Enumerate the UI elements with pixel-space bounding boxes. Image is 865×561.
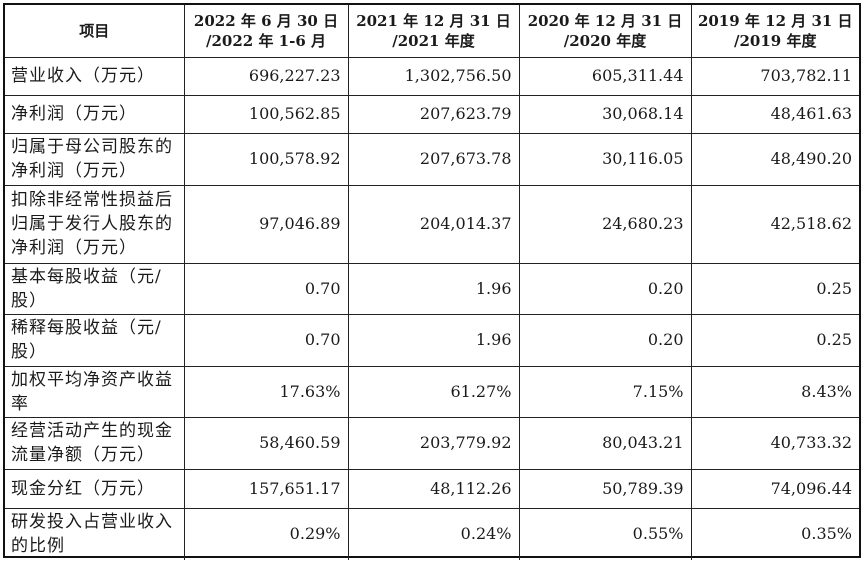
header-2020: 2020 年 12 月 31 日 /2020 年度 — [518, 5, 692, 58]
header-period: /2022 年 1-6 月 — [206, 31, 326, 50]
financial-summary-table: 项目 2022 年 6 月 30 日 /2022 年 1-6 月 2021 年 … — [5, 5, 859, 560]
row-label: 营业收入（万元） — [5, 56, 185, 96]
table-row-net-profit-excl-nonrecurring: 扣除非经常性损益后归属于发行人股东的净利润（万元） 97,046.89 204,… — [5, 184, 859, 264]
header-period: /2020 年度 — [563, 31, 647, 50]
row-label: 稀释每股收益（元/股） — [5, 313, 185, 367]
row-label: 归属于母公司股东的净利润（万元） — [5, 132, 185, 186]
header-item-label: 项目 — [79, 21, 110, 40]
financial-summary-table-container: 项目 2022 年 6 月 30 日 /2022 年 1-6 月 2021 年 … — [3, 3, 861, 560]
table-row-net-profit-parent: 归属于母公司股东的净利润（万元） 100,578.92 207,673.78 3… — [5, 132, 859, 186]
cell-2019: 42,518.62 — [690, 184, 859, 264]
cell-2019: 8.43% — [690, 365, 859, 418]
header-date: 2019 年 12 月 31 日 — [697, 11, 853, 30]
cell-2021: 61.27% — [347, 365, 520, 418]
cell-2021: 48,112.26 — [347, 468, 520, 509]
cell-2022-h1: 58,460.59 — [183, 416, 349, 470]
table-row-weighted-roe: 加权平均净资产收益率 17.63% 61.27% 7.15% 8.43% — [5, 365, 859, 418]
cell-2021: 207,623.79 — [347, 94, 520, 134]
header-date: 2022 年 6 月 30 日 — [193, 11, 339, 30]
cell-2022-h1: 17.63% — [183, 365, 349, 418]
cell-2022-h1: 97,046.89 — [183, 184, 349, 264]
cell-2020: 80,043.21 — [518, 416, 692, 470]
table-row-net-profit: 净利润（万元） 100,562.85 207,623.79 30,068.14 … — [5, 94, 859, 134]
cell-2020: 50,789.39 — [518, 468, 692, 509]
header-row: 项目 2022 年 6 月 30 日 /2022 年 1-6 月 2021 年 … — [5, 5, 859, 58]
cell-2021: 1,302,756.50 — [347, 56, 520, 96]
cell-2020: 24,680.23 — [518, 184, 692, 264]
cell-2020: 7.15% — [518, 365, 692, 418]
table-row-operating-cash-flow: 经营活动产生的现金流量净额（万元） 58,460.59 203,779.92 8… — [5, 416, 859, 470]
row-label: 基本每股收益（元/股） — [5, 262, 185, 315]
cell-2021: 207,673.78 — [347, 132, 520, 186]
row-label: 净利润（万元） — [5, 94, 185, 134]
cell-2019: 0.35% — [690, 507, 859, 560]
cell-2019: 703,782.11 — [690, 56, 859, 96]
header-date: 2020 年 12 月 31 日 — [527, 11, 683, 30]
cell-2022-h1: 0.70 — [183, 313, 349, 367]
table-row-diluted-eps: 稀释每股收益（元/股） 0.70 1.96 0.20 0.25 — [5, 313, 859, 367]
header-2022-h1: 2022 年 6 月 30 日 /2022 年 1-6 月 — [183, 5, 349, 58]
header-2021: 2021 年 12 月 31 日 /2021 年度 — [347, 5, 520, 58]
cell-2019: 48,461.63 — [690, 94, 859, 134]
cell-2020: 30,068.14 — [518, 94, 692, 134]
cell-2022-h1: 100,578.92 — [183, 132, 349, 186]
cell-2020: 0.20 — [518, 262, 692, 315]
header-period: /2019 年度 — [734, 31, 817, 50]
cell-2019: 48,490.20 — [690, 132, 859, 186]
table-row-basic-eps: 基本每股收益（元/股） 0.70 1.96 0.20 0.25 — [5, 262, 859, 315]
cell-2022-h1: 696,227.23 — [183, 56, 349, 96]
table-row-rd-ratio: 研发投入占营业收入的比例 0.29% 0.24% 0.55% 0.35% — [5, 507, 859, 560]
cell-2020: 30,116.05 — [518, 132, 692, 186]
cell-2022-h1: 100,562.85 — [183, 94, 349, 134]
cell-2022-h1: 0.70 — [183, 262, 349, 315]
row-label: 加权平均净资产收益率 — [5, 365, 185, 418]
cell-2019: 74,096.44 — [690, 468, 859, 509]
table-row-revenue: 营业收入（万元） 696,227.23 1,302,756.50 605,311… — [5, 56, 859, 96]
row-label: 扣除非经常性损益后归属于发行人股东的净利润（万元） — [5, 184, 185, 264]
cell-2022-h1: 0.29% — [183, 507, 349, 560]
cell-2020: 605,311.44 — [518, 56, 692, 96]
cell-2021: 1.96 — [347, 262, 520, 315]
cell-2021: 204,014.37 — [347, 184, 520, 264]
header-item: 项目 — [5, 5, 185, 58]
cell-2022-h1: 157,651.17 — [183, 468, 349, 509]
header-2019: 2019 年 12 月 31 日 /2019 年度 — [690, 5, 859, 58]
cell-2021: 0.24% — [347, 507, 520, 560]
cell-2020: 0.55% — [518, 507, 692, 560]
table-row-cash-dividend: 现金分红（万元） 157,651.17 48,112.26 50,789.39 … — [5, 468, 859, 509]
cell-2019: 0.25 — [690, 262, 859, 315]
header-period: /2021 年度 — [392, 31, 475, 50]
row-label: 经营活动产生的现金流量净额（万元） — [5, 416, 185, 470]
cell-2021: 1.96 — [347, 313, 520, 367]
header-date: 2021 年 12 月 31 日 — [356, 11, 511, 30]
row-label: 研发投入占营业收入的比例 — [5, 507, 185, 560]
cell-2020: 0.20 — [518, 313, 692, 367]
row-label: 现金分红（万元） — [5, 468, 185, 509]
cell-2021: 203,779.92 — [347, 416, 520, 470]
cell-2019: 40,733.32 — [690, 416, 859, 470]
cell-2019: 0.25 — [690, 313, 859, 367]
